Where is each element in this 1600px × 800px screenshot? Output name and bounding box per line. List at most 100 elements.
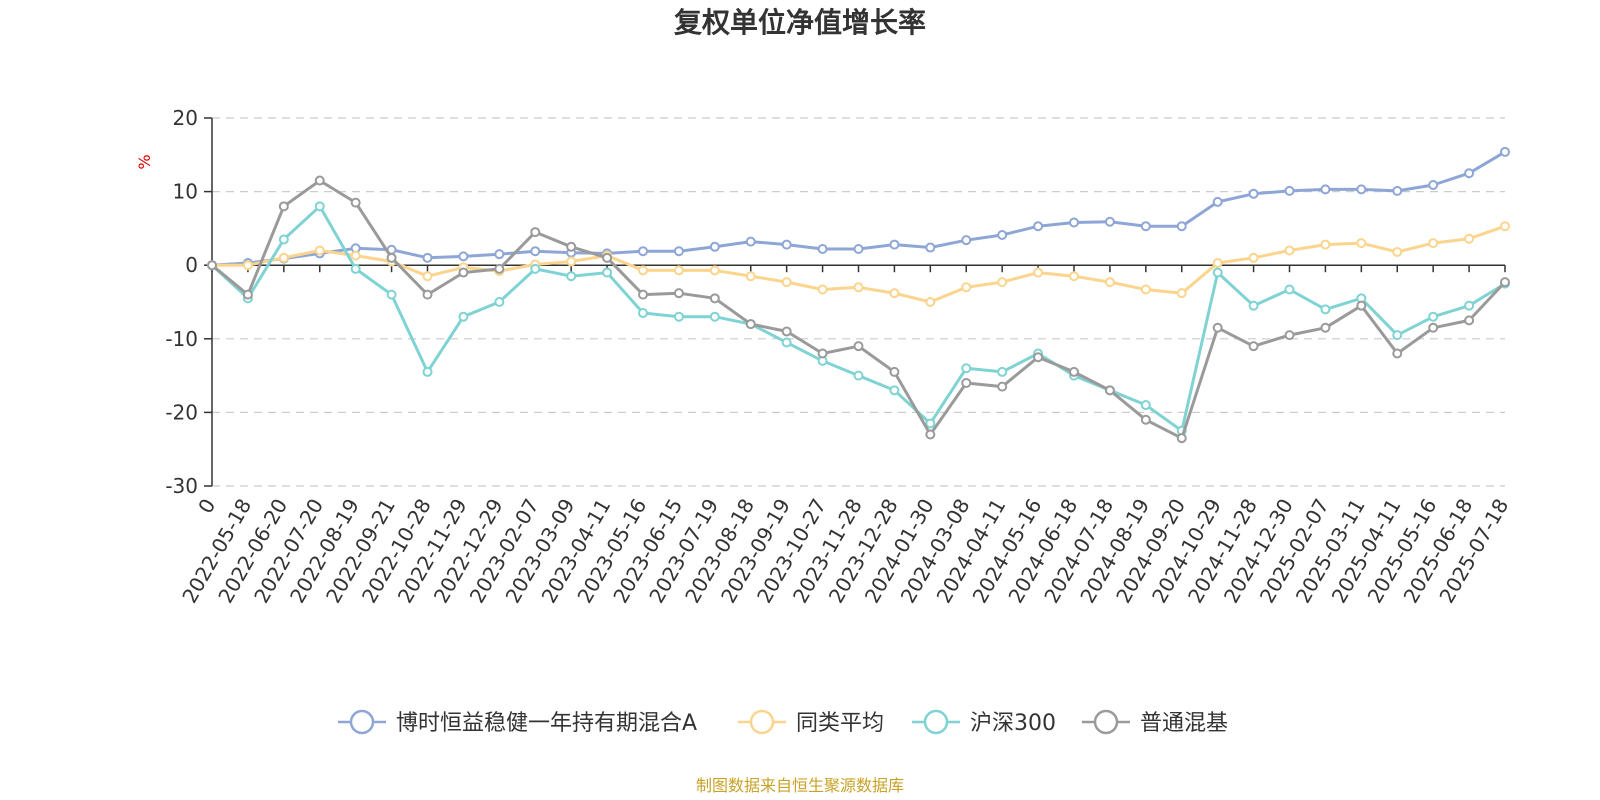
legend-circle-icon (923, 709, 949, 735)
data-point (386, 252, 397, 263)
data-point (1428, 179, 1439, 190)
legend-label: 普通混基 (1140, 711, 1228, 736)
legend[interactable]: 博时恒益稳健一年持有期混合A 同类平均 沪深300 普通混基 (338, 709, 1228, 736)
data-point (638, 289, 648, 300)
legend-label: 沪深300 (970, 711, 1056, 736)
data-point (1140, 414, 1151, 425)
legend-item[interactable]: 同类平均 (738, 709, 884, 736)
legend-item[interactable]: 普通混基 (1082, 709, 1228, 736)
data-point (1069, 271, 1079, 282)
data-point (673, 311, 684, 322)
data-point (350, 263, 361, 274)
data-point (1500, 146, 1510, 157)
data-point (458, 267, 469, 278)
data-point (1248, 341, 1259, 352)
data-point (1212, 196, 1223, 207)
data-point (458, 251, 469, 262)
data-point (673, 265, 684, 276)
x-tick-label: 0 (193, 495, 220, 518)
series-1 (207, 146, 1510, 271)
data-point (781, 277, 792, 288)
data-point (1392, 185, 1403, 196)
data-point (997, 381, 1008, 392)
data-point (781, 326, 792, 337)
data-point (709, 265, 720, 276)
data-point (494, 249, 505, 260)
data-point (566, 241, 577, 252)
data-point (781, 239, 792, 250)
y-tick-label: 10 (173, 180, 198, 204)
data-point (853, 341, 864, 352)
data-point (709, 311, 720, 322)
data-point (709, 241, 720, 252)
data-point (602, 267, 613, 278)
data-point (1104, 216, 1115, 227)
grid-lines (212, 117, 1505, 487)
data-point (1464, 233, 1475, 244)
data-point (925, 418, 936, 429)
data-point (602, 252, 613, 263)
data-point (709, 293, 720, 304)
data-point (1392, 348, 1403, 359)
data-point (242, 260, 253, 271)
data-point (745, 271, 756, 282)
series-2 (207, 221, 1510, 307)
data-point (1428, 238, 1439, 249)
data-point (638, 265, 648, 276)
data-point (1176, 288, 1187, 299)
x-axis: 02022-05-182022-06-202022-07-202022-08-1… (177, 264, 1513, 607)
data-point (278, 234, 289, 245)
data-point (1140, 400, 1151, 411)
data-point (566, 256, 577, 267)
data-point (961, 377, 972, 388)
data-point (673, 288, 684, 299)
data-point (1284, 330, 1295, 341)
data-point (278, 252, 289, 263)
data-point (566, 271, 577, 282)
data-source-note: 制图数据来自恒生聚源数据库 (696, 776, 904, 795)
y-axis: 20 10 0 -10 -20 -30 (165, 106, 213, 498)
data-point (781, 337, 792, 348)
data-point (1356, 300, 1367, 311)
y-tick-label: 20 (173, 106, 198, 130)
data-point (1464, 168, 1475, 179)
data-point (1500, 277, 1510, 288)
data-point (1140, 284, 1151, 295)
legend-circle-icon (749, 709, 775, 735)
y-tick-label: -20 (165, 400, 198, 424)
legend-item[interactable]: 博时恒益稳健一年持有期混合A (338, 709, 697, 736)
data-point (817, 348, 828, 359)
data-point (1428, 311, 1439, 322)
data-point (494, 263, 505, 274)
data-point (853, 244, 864, 255)
y-axis-unit: % (135, 154, 154, 169)
data-point (1464, 300, 1475, 311)
data-point (638, 308, 648, 319)
data-point (314, 175, 325, 186)
data-point (1392, 246, 1403, 257)
data-point (422, 252, 433, 263)
data-point (889, 239, 900, 250)
data-point (242, 289, 253, 300)
y-tick-label: -30 (165, 474, 198, 498)
data-point (1176, 433, 1187, 444)
data-point (1248, 252, 1259, 263)
data-point (422, 289, 433, 300)
data-point (1104, 277, 1115, 288)
data-point (422, 366, 433, 377)
data-point (1356, 184, 1367, 195)
data-point (1320, 239, 1331, 250)
data-point (422, 271, 433, 282)
data-point (1033, 352, 1044, 363)
data-point (1248, 188, 1259, 199)
data-point (961, 282, 972, 293)
legend-item[interactable]: 沪深300 (912, 709, 1056, 736)
chart-title: 复权单位净值增长率 (674, 6, 926, 39)
data-point (817, 244, 828, 255)
data-point (314, 201, 325, 212)
series-line (210, 179, 1507, 440)
plot-area (207, 146, 1510, 444)
data-point (1069, 217, 1079, 228)
legend-label: 博时恒益稳健一年持有期混合A (396, 711, 697, 736)
data-point (314, 245, 325, 256)
